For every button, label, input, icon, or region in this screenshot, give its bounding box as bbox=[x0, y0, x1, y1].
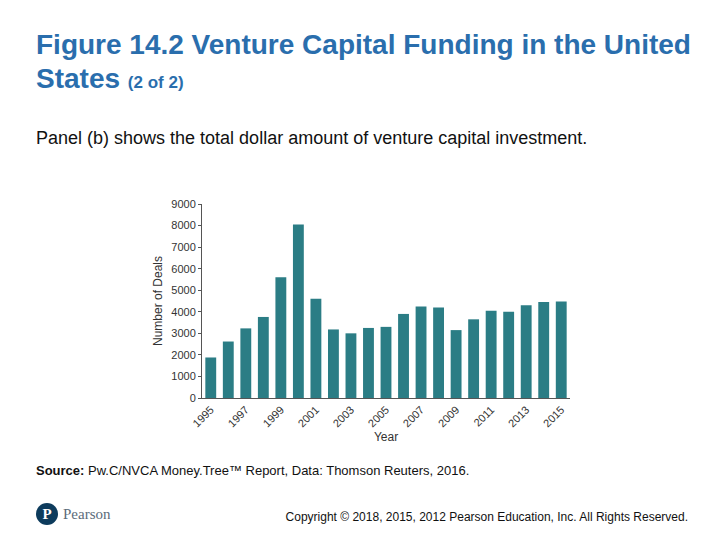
svg-text:1000: 1000 bbox=[171, 370, 195, 382]
svg-text:Year: Year bbox=[374, 430, 398, 444]
svg-text:1995: 1995 bbox=[190, 404, 216, 430]
svg-text:2013: 2013 bbox=[506, 404, 532, 430]
html-text:P: P bbox=[42, 506, 52, 522]
svg-text:9000: 9000 bbox=[171, 198, 195, 210]
svg-text:2000: 2000 bbox=[171, 349, 195, 361]
svg-text:2009: 2009 bbox=[436, 404, 462, 430]
svg-text:7000: 7000 bbox=[171, 241, 195, 253]
svg-text:5000: 5000 bbox=[171, 284, 195, 296]
html-text:Panel (b) shows the total doll: Panel (b) shows the total dollar amount … bbox=[36, 128, 588, 148]
html-text:Copyright © 2018, 2015, 2012 P: Copyright © 2018, 2015, 2012 Pearson Edu… bbox=[285, 510, 688, 524]
svg-text:2007: 2007 bbox=[401, 404, 427, 430]
html-text:Pearson: Pearson bbox=[63, 505, 111, 522]
svg-text:2001: 2001 bbox=[295, 404, 321, 430]
svg-text:Number of Deals: Number of Deals bbox=[151, 256, 165, 346]
svg-text:2011: 2011 bbox=[471, 404, 496, 429]
svg-text:2015: 2015 bbox=[541, 404, 567, 430]
svg-text:1999: 1999 bbox=[260, 404, 286, 430]
html-text:Figure 14.2 Venture Capital Fu: Figure 14.2 Venture Capital Funding in t… bbox=[36, 29, 691, 94]
svg-text:2005: 2005 bbox=[366, 404, 392, 430]
svg-text:6000: 6000 bbox=[171, 263, 195, 275]
svg-text:2003: 2003 bbox=[330, 404, 356, 430]
svg-text:8000: 8000 bbox=[171, 219, 195, 231]
svg-text:4000: 4000 bbox=[171, 306, 195, 318]
html-text:Source: Pw.C/NVCA Money.Tree™: Source: Pw.C/NVCA Money.Tree™ Report, Da… bbox=[36, 463, 470, 478]
svg-text:3000: 3000 bbox=[171, 327, 195, 339]
svg-text:0: 0 bbox=[190, 392, 196, 404]
svg-text:1997: 1997 bbox=[225, 404, 251, 430]
